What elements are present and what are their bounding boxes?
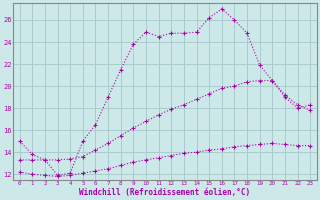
X-axis label: Windchill (Refroidissement éolien,°C): Windchill (Refroidissement éolien,°C) <box>79 188 251 197</box>
